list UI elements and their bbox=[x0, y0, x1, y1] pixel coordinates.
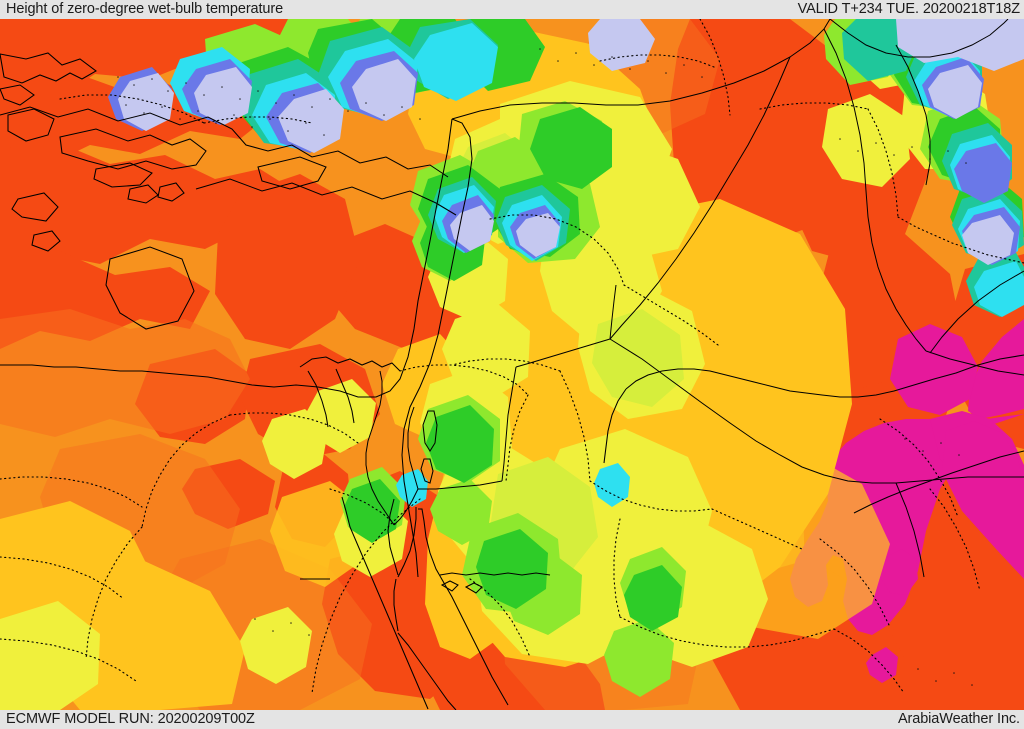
model-run-label: ECMWF MODEL RUN: 20200209T00Z bbox=[6, 711, 255, 727]
forecast-map[interactable] bbox=[0, 19, 1024, 710]
footer-bar: ECMWF MODEL RUN: 20200209T00Z ArabiaWeat… bbox=[0, 710, 1024, 729]
attribution-label: ArabiaWeather Inc. bbox=[897, 711, 1020, 727]
header-bar: Height of zero-degree wet-bulb temperatu… bbox=[0, 0, 1024, 19]
page-title: Height of zero-degree wet-bulb temperatu… bbox=[6, 1, 284, 17]
valid-time-label: VALID T+234 TUE. 20200218T18Z bbox=[797, 1, 1021, 17]
weather-map-icon bbox=[0, 19, 1024, 710]
